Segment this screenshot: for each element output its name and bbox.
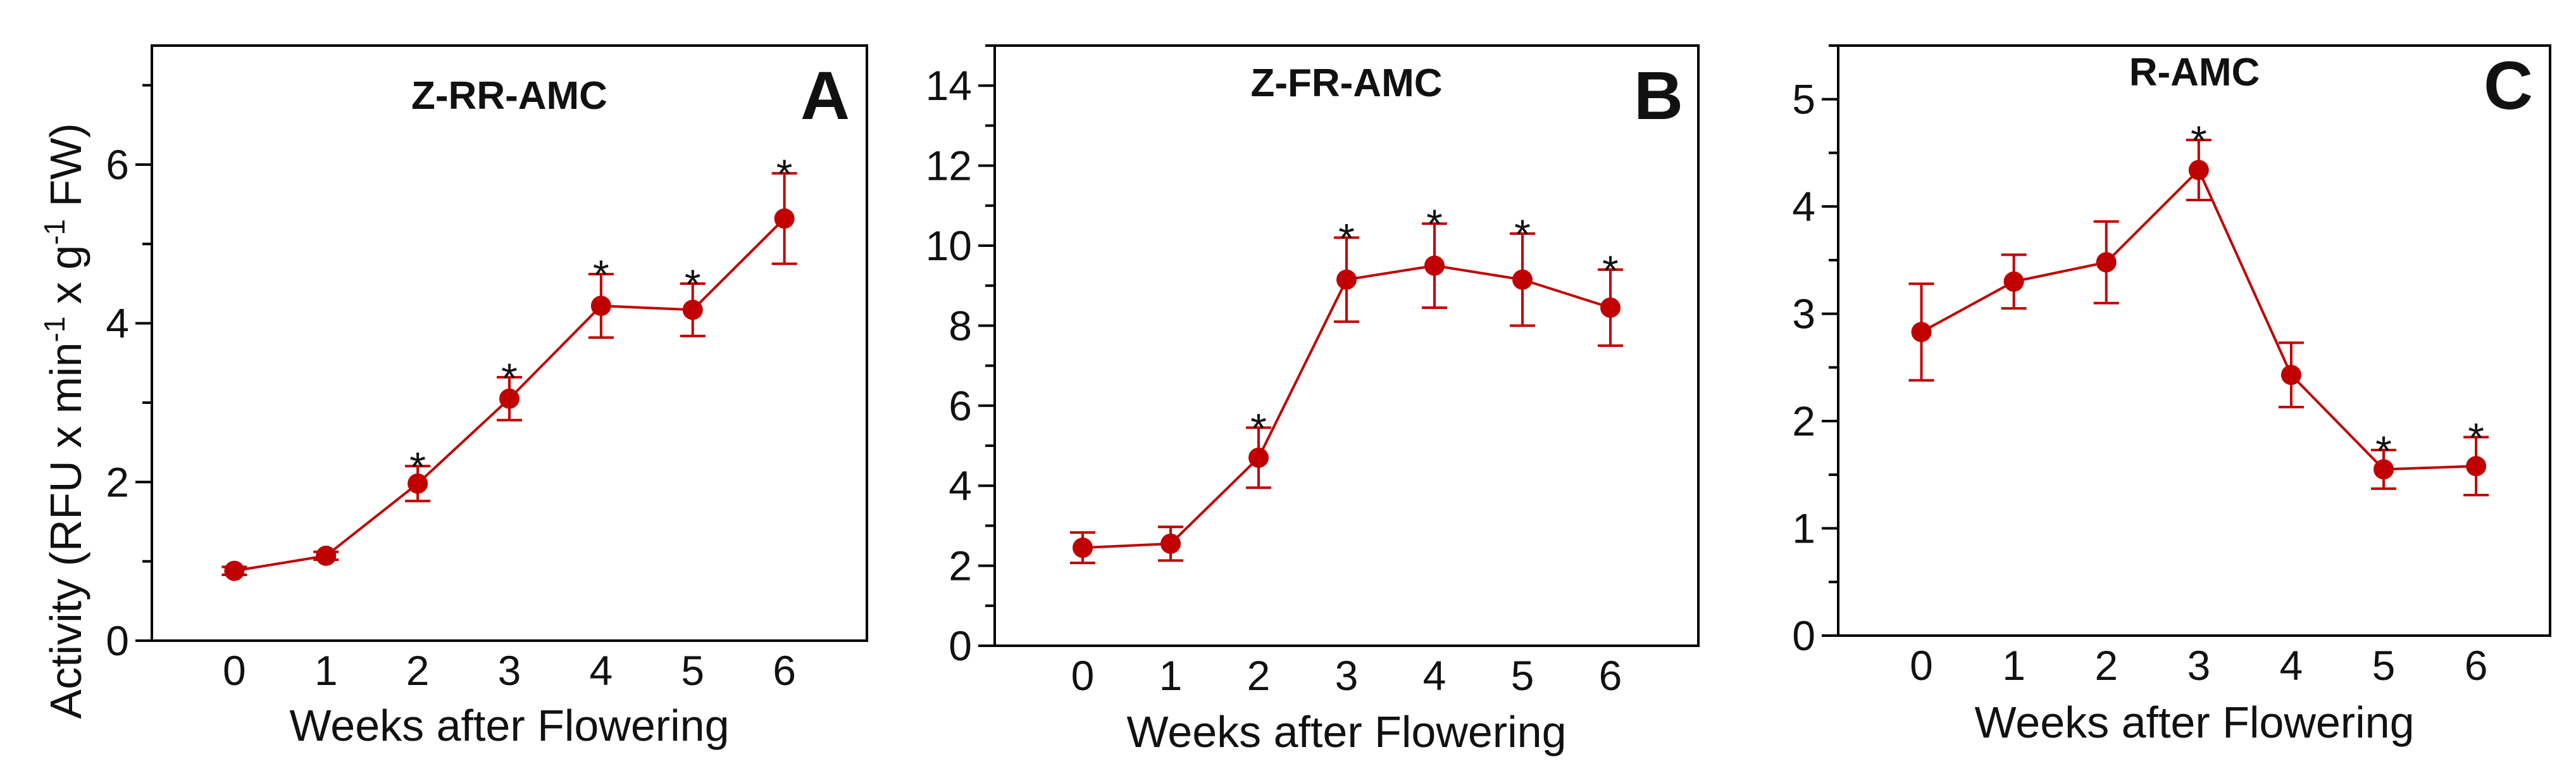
panel-a-data-point: [499, 388, 520, 409]
panel-a-x-tick-label: 3: [498, 647, 521, 694]
panel-a-y-tick-label: 6: [106, 141, 129, 188]
y-axis-title-text: Activity (RFU x min: [41, 343, 90, 719]
panel-b-letter: B: [1634, 57, 1683, 134]
panel-c-data-point: [2280, 365, 2301, 386]
panel-a-data-point: [408, 473, 428, 494]
panel-b-data-point: [1248, 447, 1269, 468]
panel-a-data-point: [774, 208, 795, 229]
panel-b-data-point: [1424, 255, 1445, 276]
panel-c-y-tick-label: 0: [1792, 612, 1815, 659]
panel-c-y-tick-label: 4: [1792, 183, 1815, 230]
panel-c-frame: [1837, 44, 2551, 637]
panel-c-series-line: [1920, 168, 2477, 471]
panel-b-y-tick-label: 14: [926, 62, 972, 109]
y-axis-title-sup-2: -1: [38, 219, 71, 245]
panel-a-data-point: [682, 299, 703, 320]
panel-a-x-tick-label: 6: [773, 647, 796, 694]
panel-c-x-axis-title: Weeks after Flowering: [1974, 698, 2414, 747]
panel-c-significance-mark: *: [2191, 117, 2207, 164]
panel-a-x-tick-label: 0: [223, 647, 246, 694]
panel-b-data-point: [1073, 537, 1093, 558]
panel-c-letter: C: [2484, 47, 2533, 123]
panel-a-significance-mark: *: [593, 251, 609, 298]
panel-b-significance-mark: *: [1250, 405, 1267, 452]
panel-b-frame: [993, 44, 1700, 647]
panel-c-y-tick-label: 3: [1792, 291, 1815, 337]
panel-b-y-tick-label: 2: [949, 543, 972, 589]
panel-b-x-tick-label: 6: [1599, 652, 1622, 699]
panel-c-x-tick-label: 2: [2094, 642, 2118, 689]
panel-a-data-point: [224, 560, 245, 581]
panel-b-data-point: [1336, 269, 1357, 290]
panel-b-x-tick-label: 0: [1071, 652, 1095, 699]
panel-b-x-axis-title: Weeks after Flowering: [1126, 707, 1566, 757]
panel-c: 0 1 2 3 4 5 0 1 2 3 4 5 6 * * * R-AMC C Weeks after Fl…: [1792, 44, 2551, 747]
panel-a-y-tick-label: 2: [106, 458, 129, 505]
panel-c-x-tick-label: 5: [2372, 642, 2396, 689]
panel-c-y-tick-label: 5: [1792, 76, 1815, 123]
panel-b-x-tick-label: 5: [1511, 652, 1534, 699]
panel-b-significance-mark: *: [1338, 215, 1355, 261]
panel-b-significance-mark: *: [1426, 201, 1443, 248]
y-axis-title-mid: x g: [41, 245, 90, 317]
panel-c-data-point: [2096, 252, 2117, 273]
panel-c-x-tick-label: 0: [1910, 642, 1933, 689]
panel-c-data-point: [1911, 322, 1932, 343]
panel-c-x-tick-label: 6: [2465, 642, 2488, 689]
panel-b-y-tick-label: 10: [926, 222, 972, 269]
panel-a-data-point: [590, 296, 611, 317]
panel-a-x-axis-title: Weeks after Flowering: [289, 701, 729, 750]
panel-a-data-point: [316, 545, 337, 566]
panel-a-significance-mark: *: [501, 355, 518, 401]
y-axis-title: Activity (RFU x min-1 x g-1 FW): [38, 123, 90, 719]
y-axis-title-sup-1: -1: [38, 317, 71, 343]
panel-b-y-tick-label: 0: [949, 622, 972, 669]
panel-b-x-tick-label: 4: [1423, 652, 1447, 699]
panel-a-frame: [151, 44, 868, 642]
panel-a-y-tick-label: 4: [106, 300, 129, 347]
panel-a-y-tick-label: 0: [106, 617, 129, 664]
y-axis-title-end: FW): [41, 123, 90, 219]
panel-c-data-point: [2374, 459, 2394, 480]
panel-c-data-point: [2003, 271, 2024, 292]
panel-a-significance-mark: *: [776, 151, 793, 198]
panel-c-y-tick-label: 2: [1792, 398, 1815, 444]
panel-a-x-tick-label: 5: [681, 647, 704, 694]
panel-b-x-tick-label: 2: [1247, 652, 1271, 699]
panel-a-x-tick-label: 4: [590, 647, 613, 694]
panel-b-data-point: [1600, 297, 1621, 318]
panel-c-x-tick-label: 3: [2187, 642, 2210, 689]
panel-c-significance-mark: *: [2375, 427, 2392, 474]
panel-b-x-tick-label: 1: [1159, 652, 1183, 699]
panel-a-title: Z-RR-AMC: [411, 74, 607, 118]
panel-c-x-tick-label: 4: [2280, 642, 2303, 689]
panel-c-x-tick-label: 1: [2002, 642, 2025, 689]
panel-b-x-tick-label: 3: [1335, 652, 1359, 699]
panel-c-data-point: [2188, 160, 2209, 180]
panel-c-y-tick-label: 1: [1792, 505, 1815, 552]
panel-b-data-point: [1160, 533, 1181, 554]
panel-b-title: Z-FR-AMC: [1250, 61, 1442, 105]
panel-c-data-point: [2466, 456, 2487, 477]
panel-a-x-tick-label: 2: [406, 647, 430, 694]
panel-b-data-point: [1512, 269, 1533, 290]
panel-a-letter: A: [800, 57, 850, 134]
panel-c-title: R-AMC: [2129, 51, 2260, 94]
panel-b-y-tick-label: 12: [926, 142, 972, 189]
panel-b-significance-mark: *: [1602, 247, 1619, 294]
panel-a: 0 2 4 6 0 1 2 3 4 5 6 * * * * * Z-RR-AMC A Weeks after…: [106, 44, 868, 750]
panel-a-significance-mark: *: [409, 443, 426, 490]
panel-c-significance-mark: *: [2468, 415, 2484, 462]
panel-a-x-tick-label: 1: [314, 647, 338, 694]
panel-a-significance-mark: *: [685, 261, 701, 308]
panel-b-y-tick-label: 8: [949, 302, 972, 349]
panel-b-y-tick-label: 4: [949, 462, 972, 509]
panel-b-significance-mark: *: [1514, 211, 1531, 258]
panel-b-y-tick-label: 6: [949, 382, 972, 429]
